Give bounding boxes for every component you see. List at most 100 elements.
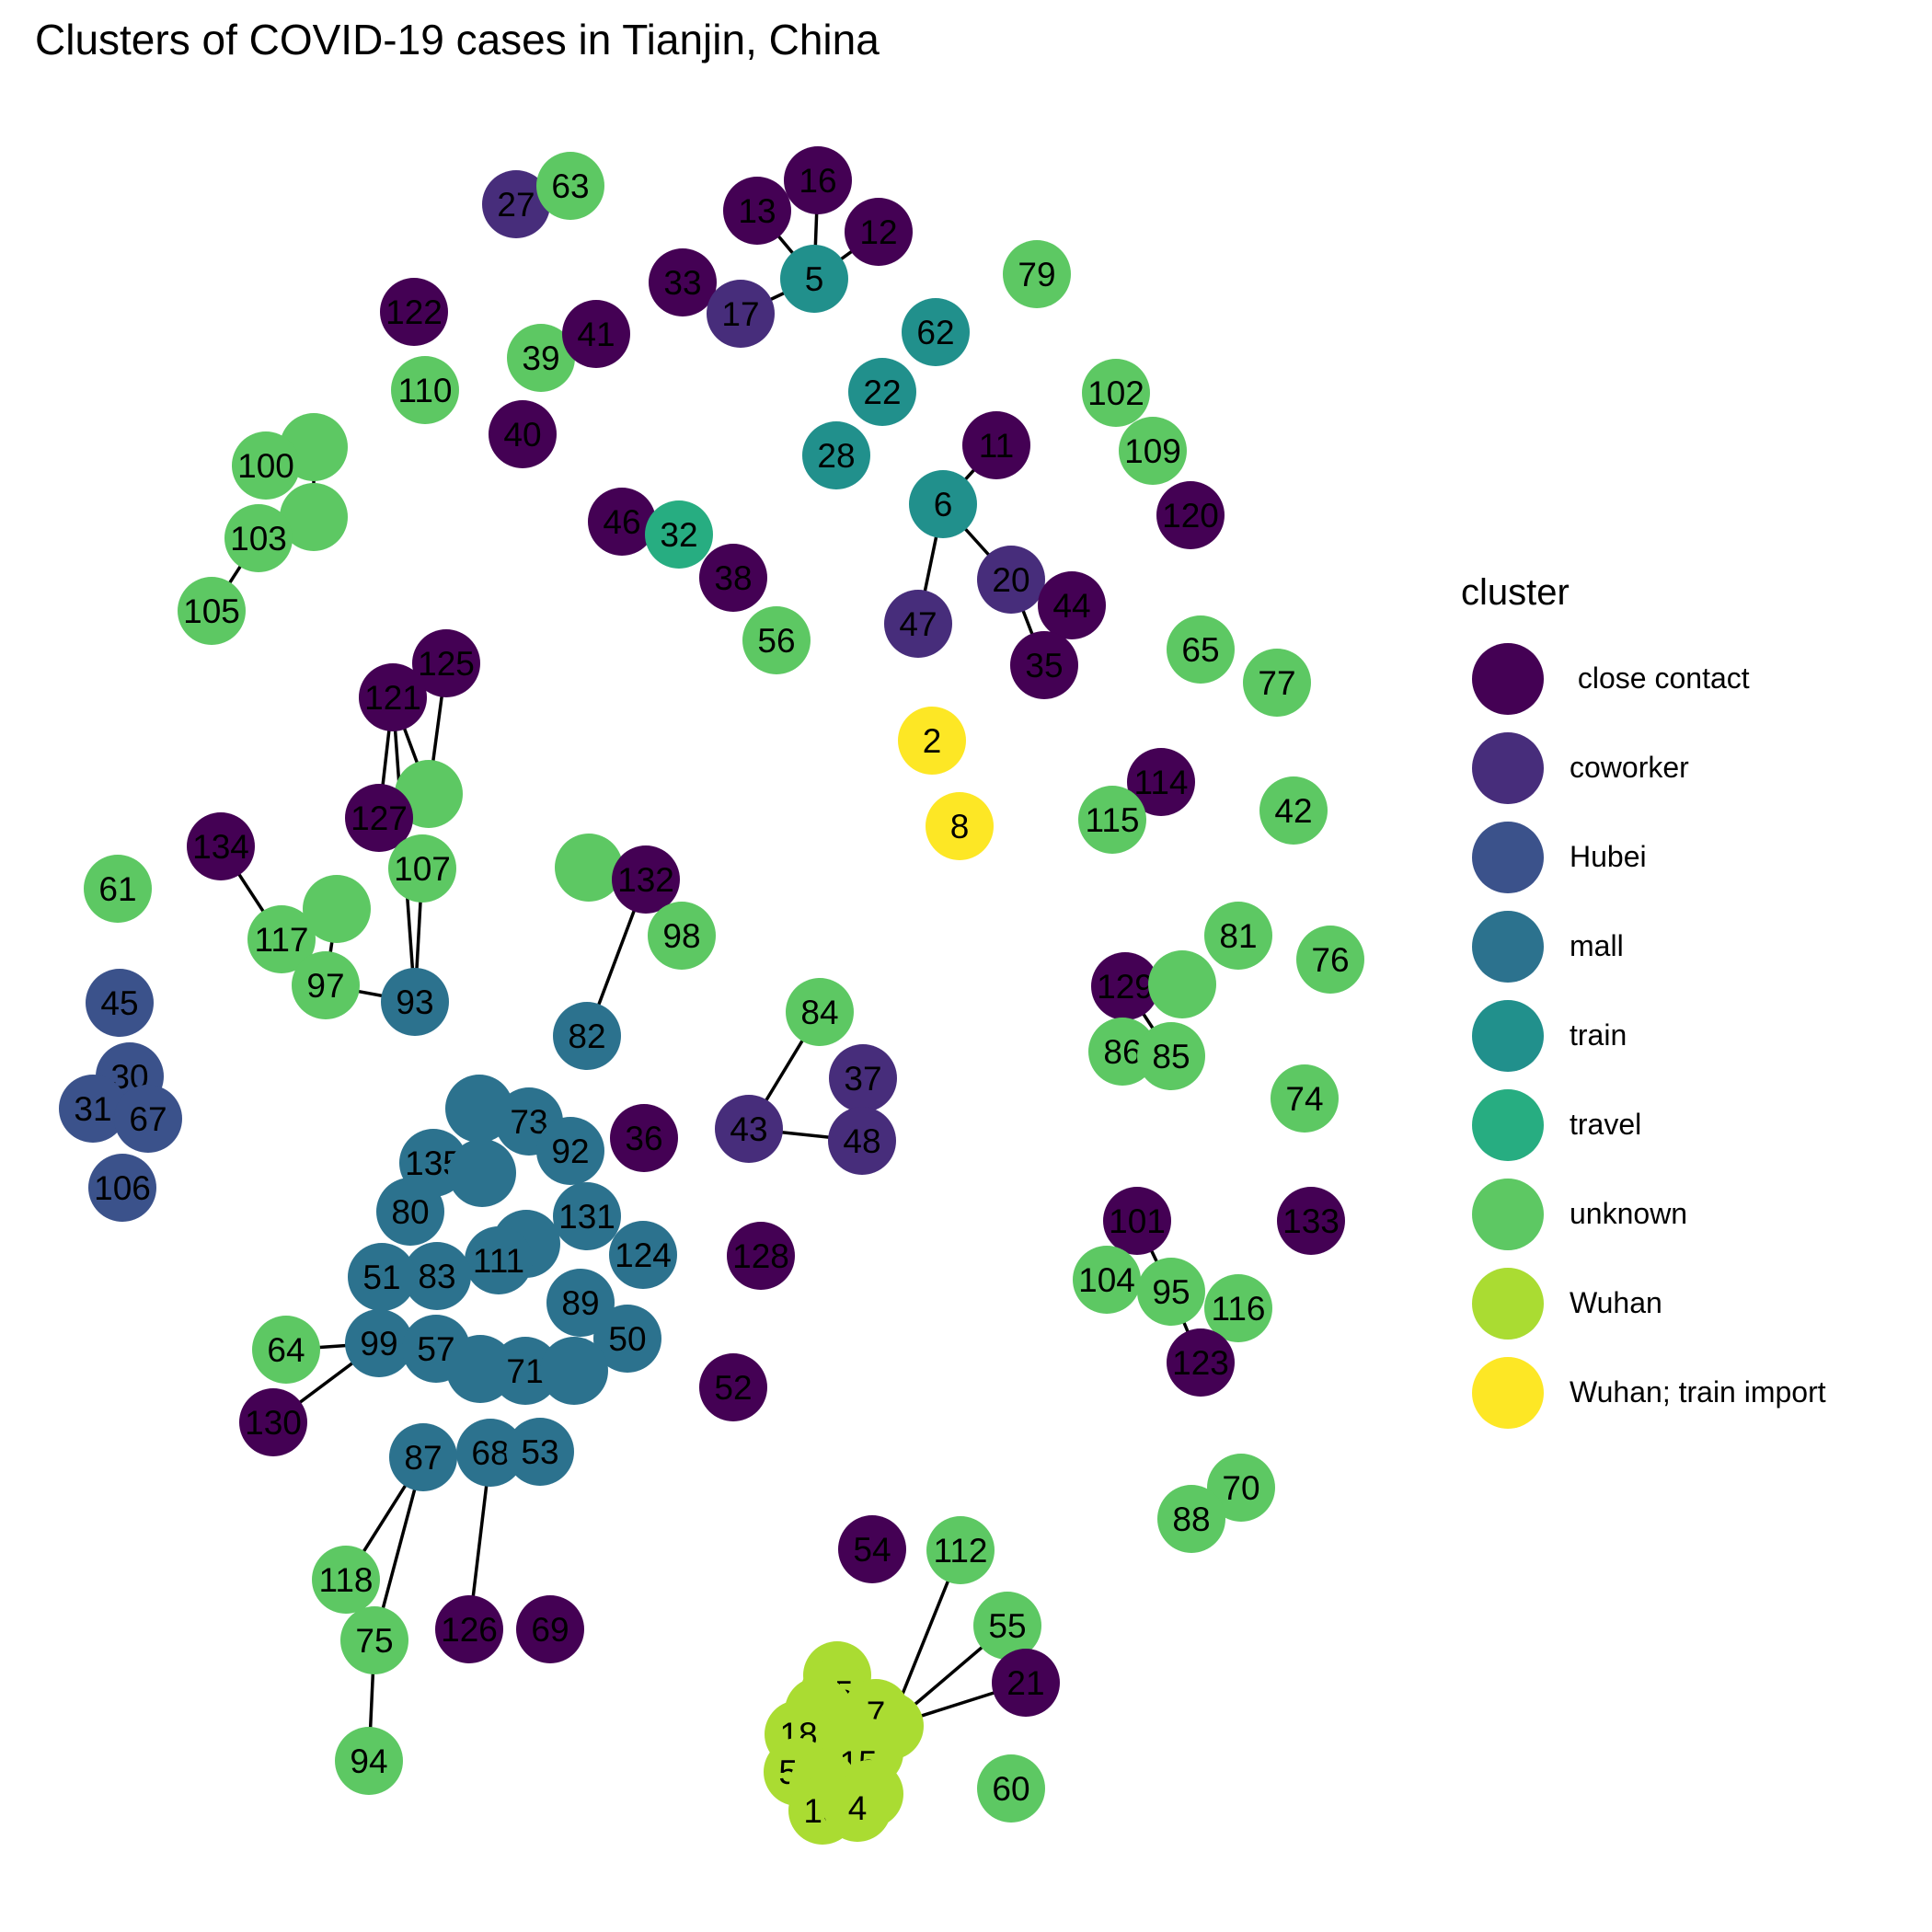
node-label: 82 — [568, 1018, 605, 1055]
node-98: 98 — [648, 902, 716, 970]
node-label: 67 — [129, 1100, 167, 1138]
node-circle — [1259, 776, 1328, 845]
node-104: 104 — [1073, 1246, 1141, 1314]
node-circle — [340, 1606, 408, 1674]
node-label: 51 — [362, 1259, 400, 1296]
node-68: 68 — [456, 1419, 524, 1487]
node-75: 75 — [340, 1606, 408, 1674]
node-129: 129 — [1091, 952, 1159, 1020]
node-124: 124 — [609, 1221, 677, 1289]
node-circle — [610, 1104, 678, 1172]
node-6: 6 — [909, 470, 977, 538]
node-77: 77 — [1243, 649, 1311, 717]
legend-swatch — [1472, 642, 1544, 715]
node-label: 88 — [1172, 1501, 1210, 1538]
legend-swatch — [1472, 1088, 1544, 1161]
node-35: 35 — [1010, 631, 1078, 699]
node-circle — [612, 845, 680, 914]
node-88: 88 — [1157, 1485, 1225, 1553]
node-circle — [86, 969, 154, 1037]
node-99: 99 — [345, 1309, 413, 1377]
node-label: 92 — [551, 1133, 589, 1170]
node-circle — [114, 1085, 182, 1153]
legend-swatch — [1472, 1267, 1544, 1340]
node-label: 52 — [714, 1369, 752, 1407]
node-54: 54 — [838, 1515, 906, 1583]
node-133: 133 — [1277, 1187, 1345, 1255]
node-circle — [1078, 786, 1146, 854]
node-circle — [376, 1178, 444, 1246]
node-label: 62 — [916, 314, 954, 351]
node-17: 17 — [707, 280, 775, 348]
node-circle — [345, 784, 413, 852]
node-label: 127 — [351, 799, 408, 837]
node-circle — [1204, 1274, 1272, 1342]
node-label: 28 — [817, 437, 855, 475]
node-label: 100 — [237, 447, 294, 485]
node-130: 130 — [239, 1388, 307, 1456]
node-circle — [381, 968, 449, 1036]
node-5: 5 — [780, 245, 848, 313]
node-circle — [359, 663, 427, 731]
node-label: 32 — [660, 516, 697, 554]
node-label: 53 — [521, 1433, 558, 1471]
node-circle — [1277, 1187, 1345, 1255]
node-label: 44 — [1052, 587, 1090, 625]
node-label: 38 — [714, 559, 752, 597]
node-circle — [84, 855, 152, 923]
node-120: 120 — [1156, 481, 1225, 549]
node-74: 74 — [1271, 1064, 1339, 1133]
node-label: 56 — [757, 622, 795, 660]
node-label: 70 — [1222, 1469, 1259, 1507]
node-label: 21 — [1006, 1664, 1044, 1702]
node-circle — [699, 544, 767, 612]
node-97: 97 — [292, 951, 360, 1019]
node-m_e — [540, 1337, 608, 1405]
node-circle — [649, 248, 717, 316]
node-circle — [465, 1226, 533, 1294]
node-117: 117 — [247, 905, 316, 973]
node-u_d — [303, 875, 371, 943]
node-128: 128 — [727, 1222, 795, 1290]
node-circle — [456, 1419, 524, 1487]
node-label: 39 — [522, 339, 559, 377]
node-43: 43 — [715, 1095, 783, 1163]
node-circle — [1137, 1022, 1205, 1090]
node-37: 37 — [829, 1044, 897, 1112]
node-86: 86 — [1088, 1018, 1156, 1086]
node-label: 42 — [1274, 792, 1312, 830]
node-circle — [239, 1388, 307, 1456]
node-label: 41 — [577, 316, 615, 353]
node-label: 124 — [615, 1236, 672, 1274]
node-label: 102 — [1087, 374, 1144, 412]
node-55: 55 — [973, 1592, 1041, 1660]
node-circle — [1204, 902, 1272, 970]
node-circle — [962, 411, 1030, 479]
legend-title: cluster — [1461, 572, 1570, 613]
node-109: 109 — [1119, 417, 1187, 485]
node-89: 89 — [546, 1269, 615, 1337]
node-circle — [555, 834, 623, 902]
node-label: 55 — [988, 1607, 1026, 1645]
node-label: 103 — [230, 520, 287, 558]
node-22: 22 — [848, 358, 916, 426]
node-51: 51 — [348, 1243, 416, 1311]
node-93: 93 — [381, 968, 449, 1036]
node-95: 95 — [1137, 1258, 1205, 1326]
legend-item-close: close contact — [1461, 634, 1826, 723]
node-circle — [727, 1222, 795, 1290]
node-84: 84 — [786, 978, 854, 1046]
node-circle — [553, 1182, 621, 1250]
node-circle — [1296, 926, 1364, 994]
node-circle — [1010, 631, 1078, 699]
node-circle — [348, 1243, 416, 1311]
node-56: 56 — [742, 606, 811, 674]
node-label: 76 — [1311, 941, 1349, 979]
node-circle — [536, 1117, 604, 1185]
node-71: 71 — [491, 1337, 559, 1405]
node-circle — [380, 278, 448, 346]
node-127: 127 — [345, 784, 413, 852]
node-circle — [448, 1139, 516, 1207]
node-label: 8 — [950, 808, 970, 845]
